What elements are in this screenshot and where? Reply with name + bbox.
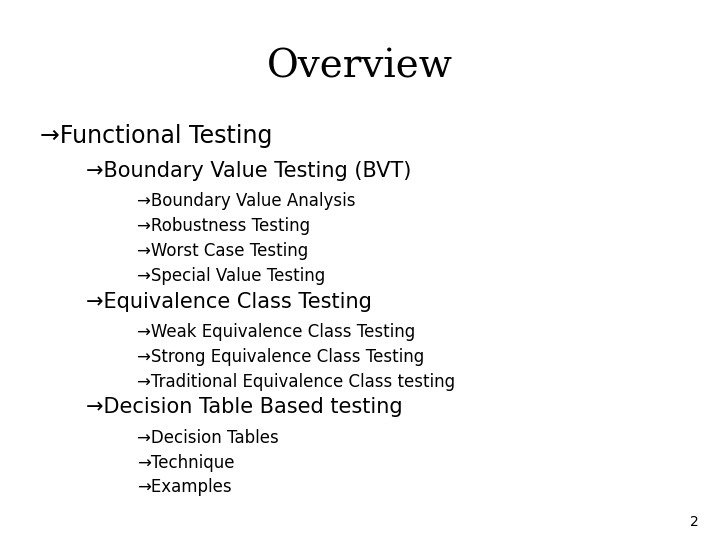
Text: Overview: Overview: [267, 49, 453, 86]
Text: →Boundary Value Analysis: →Boundary Value Analysis: [137, 192, 355, 210]
Text: →Strong Equivalence Class Testing: →Strong Equivalence Class Testing: [137, 348, 424, 366]
Text: →Special Value Testing: →Special Value Testing: [137, 267, 325, 285]
Text: →Decision Table Based testing: →Decision Table Based testing: [86, 397, 403, 417]
Text: →Worst Case Testing: →Worst Case Testing: [137, 242, 308, 260]
Text: →Equivalence Class Testing: →Equivalence Class Testing: [86, 292, 372, 312]
Text: →Decision Tables: →Decision Tables: [137, 429, 279, 447]
Text: →Traditional Equivalence Class testing: →Traditional Equivalence Class testing: [137, 373, 455, 390]
Text: →Robustness Testing: →Robustness Testing: [137, 217, 310, 235]
Text: →Weak Equivalence Class Testing: →Weak Equivalence Class Testing: [137, 323, 415, 341]
Text: →Boundary Value Testing (BVT): →Boundary Value Testing (BVT): [86, 161, 412, 181]
Text: 2: 2: [690, 515, 698, 529]
Text: →Functional Testing: →Functional Testing: [40, 124, 272, 148]
Text: →Technique: →Technique: [137, 454, 234, 471]
Text: →Examples: →Examples: [137, 478, 231, 496]
